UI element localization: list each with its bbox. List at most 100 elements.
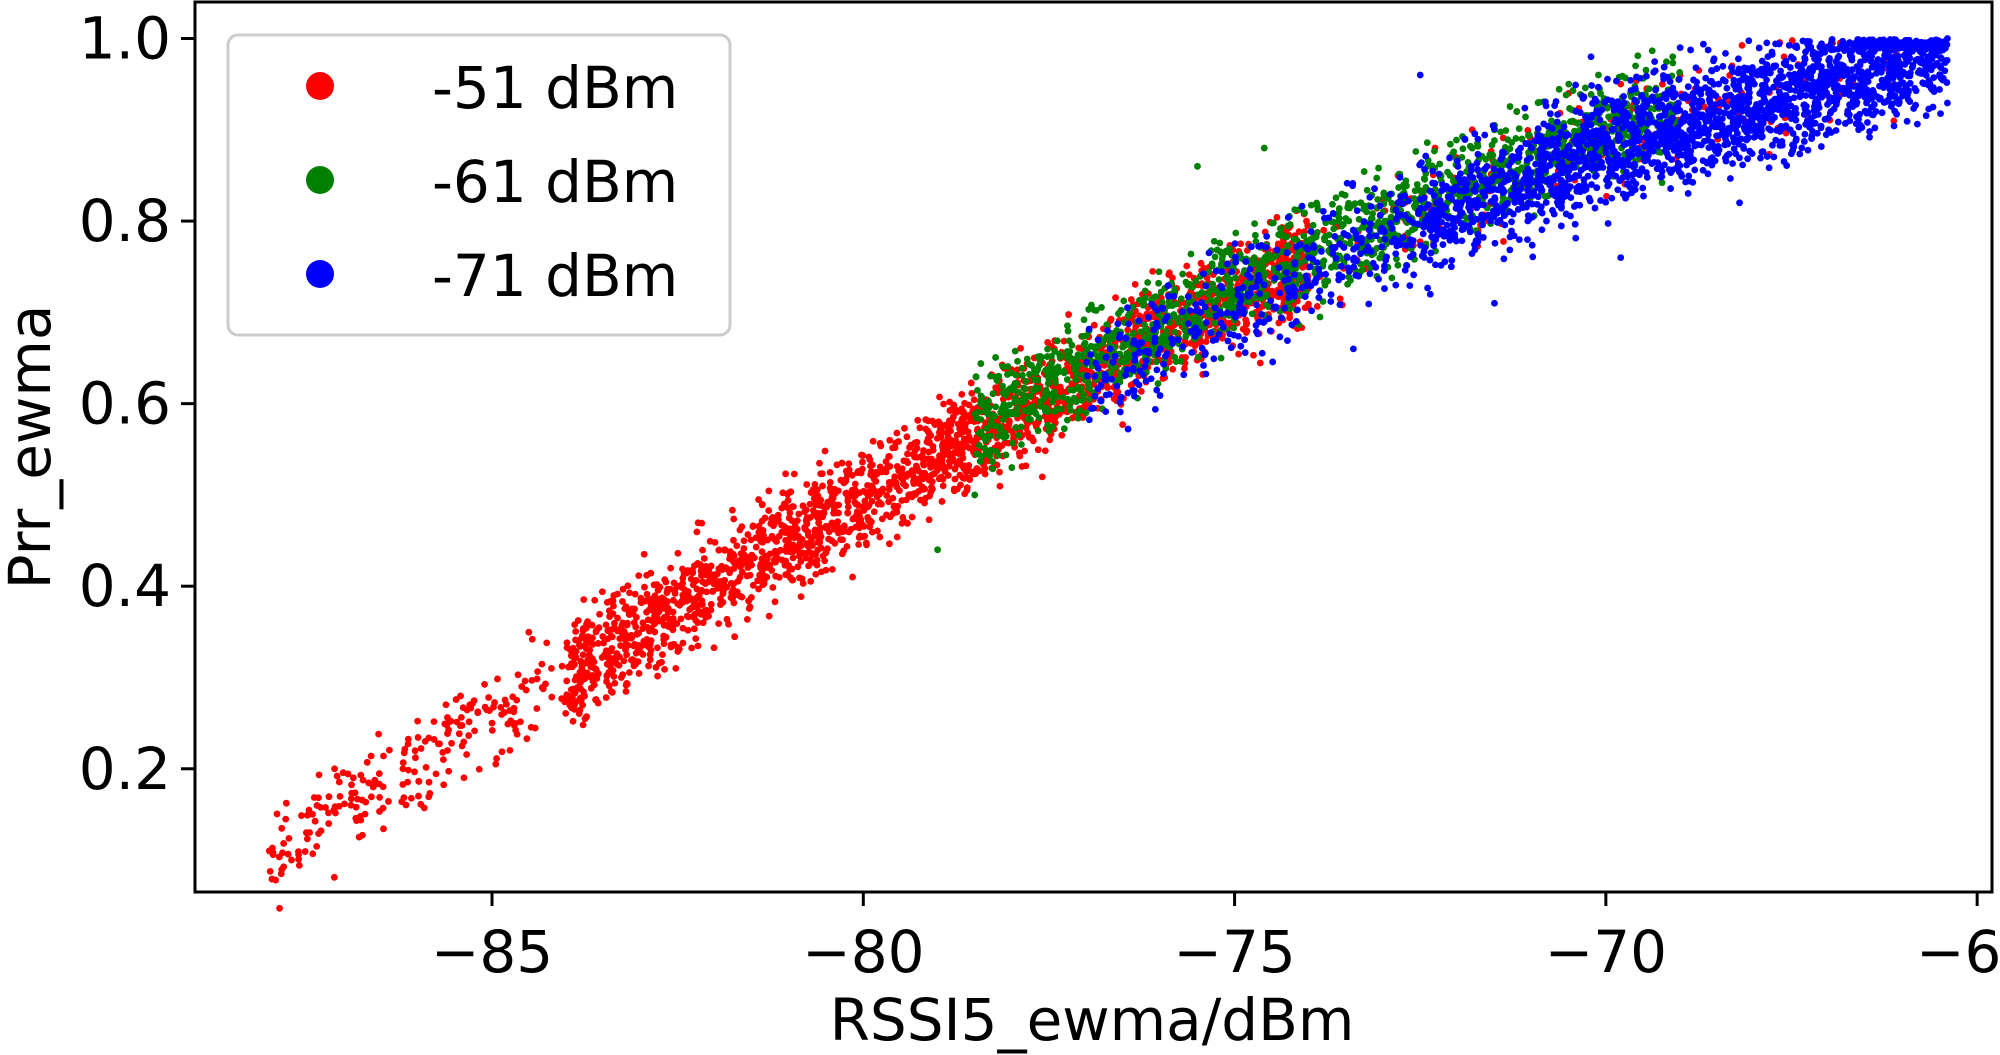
data-point [769, 584, 777, 591]
data-point [651, 612, 658, 620]
data-point [1341, 191, 1349, 199]
data-point [1500, 238, 1507, 245]
data-point [922, 416, 930, 424]
data-point [357, 771, 365, 779]
data-point [1311, 278, 1319, 286]
data-point [790, 470, 798, 478]
data-point [1058, 431, 1066, 439]
data-point [1117, 306, 1125, 314]
data-point [667, 641, 675, 649]
data-point [749, 581, 757, 589]
data-point [1009, 386, 1017, 394]
data-point [962, 468, 970, 475]
data-point [1543, 217, 1550, 225]
data-point [1276, 333, 1284, 341]
data-point [608, 655, 616, 662]
data-point [748, 551, 756, 559]
data-point [691, 625, 698, 633]
data-point [710, 580, 718, 588]
data-point [614, 614, 621, 622]
data-point [834, 518, 842, 526]
data-point [928, 483, 935, 491]
data-point [1154, 350, 1162, 358]
data-point [715, 546, 723, 554]
data-point [662, 578, 670, 586]
data-point [306, 829, 313, 836]
data-point [577, 694, 585, 702]
data-point [1652, 86, 1660, 94]
data-point [1064, 322, 1071, 330]
data-point [851, 480, 859, 488]
data-point [463, 706, 471, 714]
data-point [1602, 149, 1610, 157]
data-point [840, 547, 848, 555]
data-point [672, 664, 680, 672]
data-point [692, 617, 700, 625]
data-point [1309, 221, 1317, 229]
data-point [295, 848, 302, 856]
data-point [1555, 85, 1563, 93]
data-point [1051, 413, 1059, 421]
data-point [1639, 184, 1647, 192]
data-point [317, 803, 325, 811]
data-point [694, 519, 702, 527]
data-point [407, 794, 415, 802]
data-point [730, 515, 738, 523]
data-point [1049, 423, 1056, 431]
data-point [1076, 386, 1084, 394]
data-point [593, 626, 601, 634]
data-point [893, 429, 901, 437]
data-point [1500, 255, 1508, 263]
data-point [1119, 421, 1127, 429]
data-point [1008, 464, 1016, 471]
data-point [471, 727, 478, 735]
data-point [686, 606, 694, 613]
data-point [1175, 318, 1182, 326]
data-point [522, 686, 530, 694]
data-point [506, 746, 514, 754]
data-point [876, 490, 883, 498]
data-point [936, 393, 943, 401]
data-point [1151, 405, 1159, 413]
data-point [596, 610, 603, 618]
data-point [771, 598, 779, 606]
data-point [868, 497, 876, 505]
data-point [802, 550, 810, 557]
data-point [977, 416, 985, 423]
data-point [886, 482, 893, 490]
data-point [899, 475, 907, 483]
data-point [1402, 177, 1410, 185]
data-point [845, 460, 853, 468]
data-point [417, 745, 425, 752]
data-point [782, 571, 790, 579]
data-point [1313, 303, 1321, 310]
data-point [700, 555, 708, 562]
data-point [1482, 155, 1490, 163]
data-point [1217, 260, 1225, 268]
data-point [1050, 388, 1058, 396]
data-point [699, 546, 706, 554]
data-point [295, 861, 303, 869]
data-point [747, 594, 755, 601]
data-point [1223, 309, 1231, 317]
data-point [1063, 416, 1071, 424]
data-point [1119, 343, 1126, 351]
data-point [857, 469, 865, 477]
data-point [1758, 148, 1766, 156]
data-point [1258, 310, 1265, 318]
data-point [1160, 360, 1167, 368]
data-point [821, 447, 829, 455]
data-point [803, 540, 811, 547]
data-point [1181, 365, 1188, 372]
data-point [997, 409, 1005, 416]
data-point [1258, 349, 1266, 357]
data-point [1177, 295, 1185, 303]
data-point [945, 462, 953, 470]
data-point [1124, 425, 1132, 433]
data-point [273, 810, 281, 818]
data-point [1052, 379, 1059, 386]
data-point [634, 658, 642, 666]
data-point [1459, 145, 1467, 153]
data-point [1416, 71, 1424, 79]
data-point [1084, 372, 1091, 380]
